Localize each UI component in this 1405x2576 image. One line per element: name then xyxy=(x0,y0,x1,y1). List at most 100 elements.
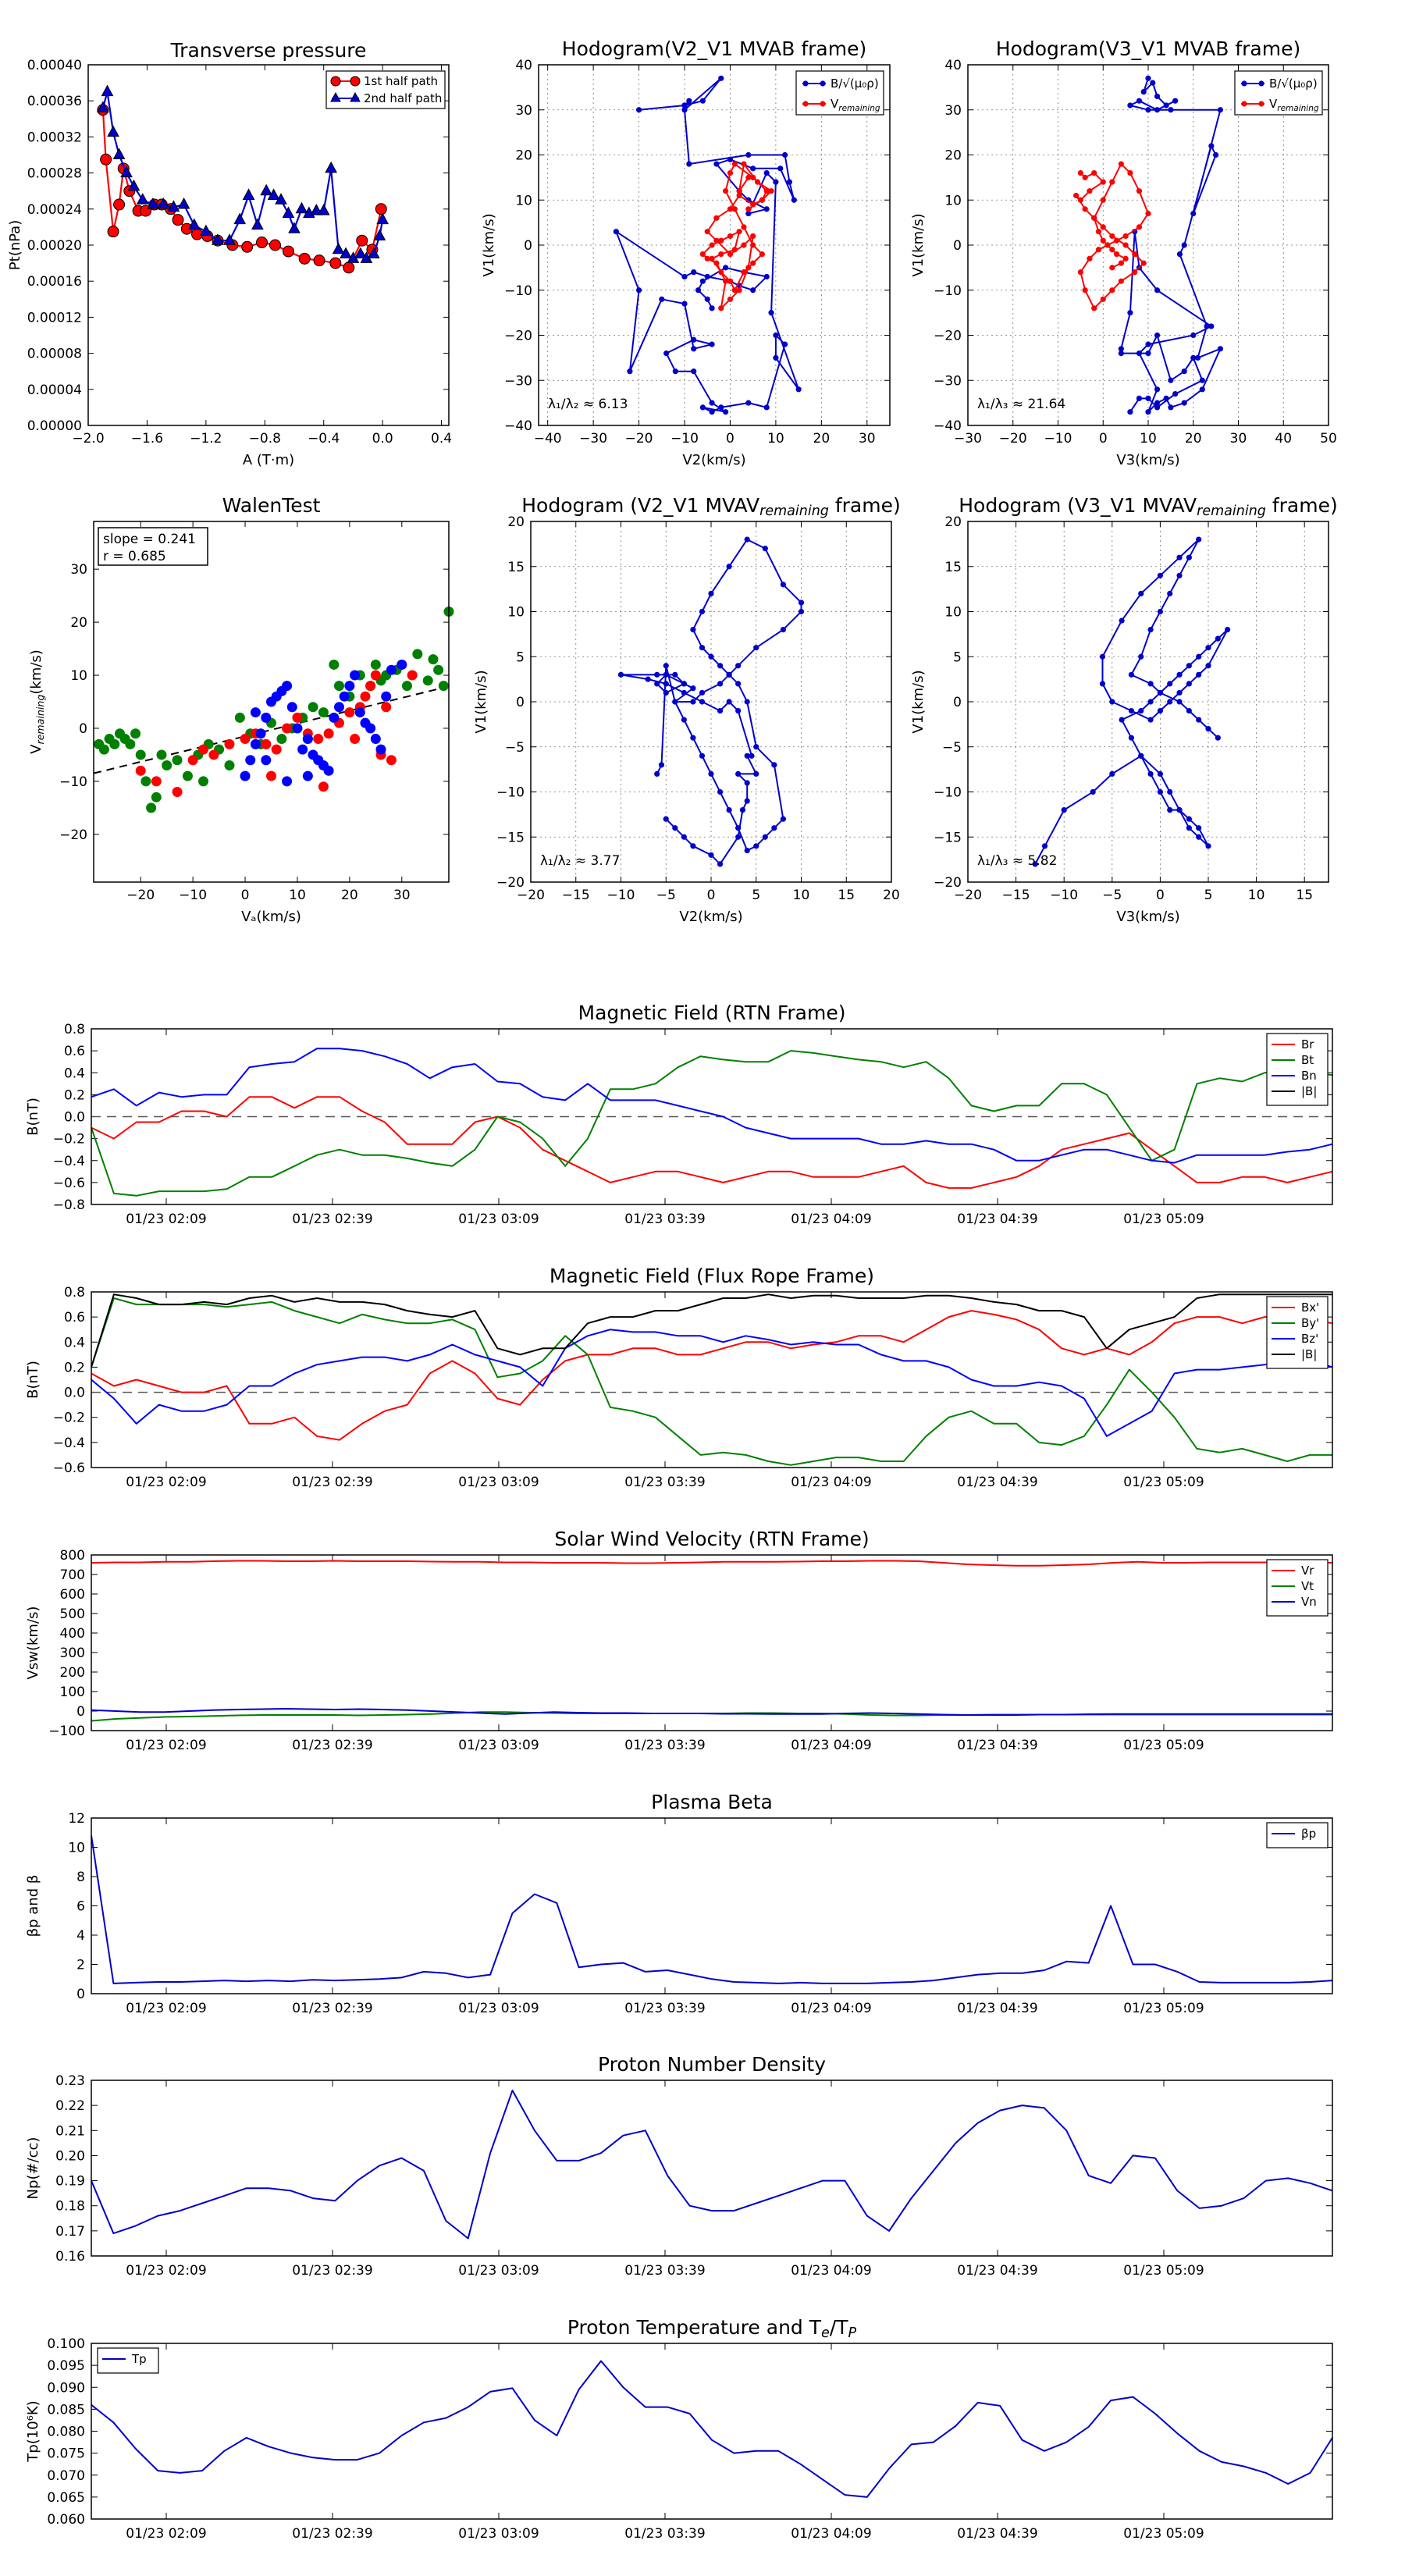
data-point xyxy=(681,834,687,840)
plot-frame xyxy=(538,64,891,426)
x-tick-label: 01/23 05:09 xyxy=(1123,1738,1204,1753)
data-point xyxy=(763,273,770,280)
data-point xyxy=(1176,699,1183,705)
data-point xyxy=(663,816,669,822)
data-point xyxy=(691,336,697,343)
data-point xyxy=(718,237,724,244)
data-point xyxy=(654,671,660,678)
data-point xyxy=(735,681,742,687)
data-point xyxy=(736,287,742,294)
x-tick-label: 01/23 03:39 xyxy=(624,2526,705,2542)
data-point xyxy=(731,287,738,294)
scatter-point xyxy=(354,707,365,718)
x-tick-label: 0 xyxy=(726,431,735,447)
data-point xyxy=(1186,707,1192,714)
scatter-point xyxy=(329,712,340,723)
data-point xyxy=(718,305,724,311)
data-point xyxy=(288,222,301,233)
x-axis-label: A (T·m) xyxy=(243,452,294,468)
y-axis-label-part: remaining xyxy=(34,695,46,745)
x-tick-label: 01/23 05:09 xyxy=(1123,2263,1204,2279)
data-point xyxy=(672,699,678,705)
data-point xyxy=(1205,663,1211,669)
data-point xyxy=(1213,151,1219,158)
data-point xyxy=(107,226,119,238)
y-tick-label: −30 xyxy=(504,373,532,389)
series-line xyxy=(91,1096,1333,1189)
legend-entry: Br xyxy=(1301,1037,1314,1051)
data-point xyxy=(1138,653,1144,660)
y-tick-label: 0.00020 xyxy=(27,238,82,254)
y-tick-label: 0.00036 xyxy=(27,94,82,109)
data-point xyxy=(635,287,642,294)
legend: B/√(μ₀ρ) Vremaining xyxy=(1234,70,1323,116)
data-point xyxy=(663,681,669,687)
y-tick-label: −0.8 xyxy=(53,1197,85,1213)
y-tick-label: −20 xyxy=(59,827,87,843)
y-tick-label: 10 xyxy=(68,1841,85,1856)
y-axis-label: βp and β xyxy=(25,1875,41,1937)
chart-title-part: remaining xyxy=(759,503,829,519)
legend-box xyxy=(1266,1559,1329,1617)
data-point xyxy=(627,368,633,375)
data-point xyxy=(735,707,742,714)
data-point xyxy=(699,699,706,705)
data-point xyxy=(1118,350,1124,357)
x-axis-label: V2(km/s) xyxy=(682,452,745,468)
ratio-annotation: λ₁/λ₂ ≈ 3.77 xyxy=(540,853,620,869)
plot-frame xyxy=(967,64,1329,426)
data-point xyxy=(1199,377,1205,383)
data-point xyxy=(699,753,706,759)
data-point xyxy=(1128,735,1135,741)
legend-box xyxy=(325,70,446,109)
y-tick-label: 0 xyxy=(76,1704,85,1720)
y-tick-label: 0.060 xyxy=(47,2512,85,2528)
series-line xyxy=(91,1297,1332,1466)
data-point xyxy=(1186,663,1192,669)
data-point xyxy=(750,260,756,266)
data-point xyxy=(654,681,660,687)
scatter-point xyxy=(255,728,266,739)
data-point xyxy=(251,218,264,230)
y-tick-label: 0.00016 xyxy=(27,274,82,290)
data-point xyxy=(709,242,715,248)
legend-box xyxy=(1266,1822,1329,1848)
y-axis-label: V1(km/s) xyxy=(473,670,489,733)
data-point xyxy=(282,206,295,219)
scatter-point xyxy=(261,738,272,749)
data-point xyxy=(1122,255,1129,262)
data-point xyxy=(1099,681,1106,687)
y-axis-label: B(nT) xyxy=(25,1098,41,1136)
data-point xyxy=(691,346,697,352)
data-point xyxy=(1041,843,1048,849)
data-point xyxy=(1082,287,1088,294)
y-tick-label: 0 xyxy=(76,1987,85,2002)
data-point xyxy=(136,193,149,205)
data-point xyxy=(658,762,665,768)
x-tick-label: 10 xyxy=(767,431,784,447)
scatter-point xyxy=(350,734,361,745)
data-point xyxy=(1087,188,1093,194)
data-point xyxy=(1109,699,1115,705)
scatter-point xyxy=(198,744,209,755)
scatter-point xyxy=(333,702,344,713)
data-point xyxy=(375,203,387,215)
data-point xyxy=(120,165,133,178)
scatter-point xyxy=(344,707,355,718)
x-tick-label: −10 xyxy=(1050,888,1078,903)
data-point xyxy=(1136,188,1143,194)
data-point xyxy=(731,161,738,167)
data-point xyxy=(762,834,768,840)
data-point xyxy=(731,206,738,212)
data-point xyxy=(1186,681,1192,687)
ratio-annotation: λ₁/λ₃ ≈ 21.64 xyxy=(977,397,1065,412)
legend-entry: Vremaining xyxy=(831,97,880,113)
data-point xyxy=(681,107,688,113)
scatter-point xyxy=(146,802,157,813)
data-point xyxy=(1225,627,1231,633)
plot-frame xyxy=(87,64,450,426)
data-point xyxy=(681,301,688,307)
data-point xyxy=(1100,296,1106,302)
y-tick-label: 4 xyxy=(76,1928,85,1944)
scatter-point xyxy=(365,723,376,734)
